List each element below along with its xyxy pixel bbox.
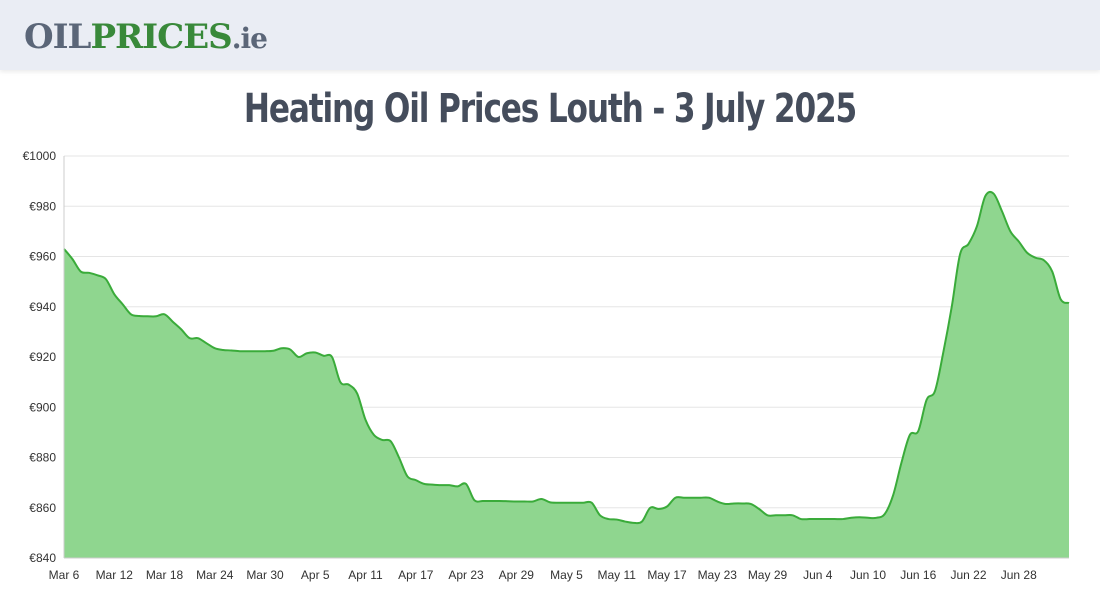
x-tick-label: Apr 5	[301, 568, 330, 582]
y-tick-label: €900	[29, 400, 56, 414]
x-axis-ticks: Mar 6 Mar 12 Mar 18 Mar 24 Mar 30 Apr 5 Apr 11…	[49, 568, 1037, 582]
y-axis-ticks: €840 €860 €880 €900 €920 €940 €960 €980 €1000	[23, 149, 57, 565]
x-tick-label: Apr 17	[398, 568, 434, 582]
x-tick-label: Jun 16	[900, 568, 936, 582]
x-tick-label: Apr 29	[499, 568, 535, 582]
y-tick-label: €960	[29, 250, 56, 264]
x-tick-label: Mar 30	[246, 568, 284, 582]
x-tick-label: Jun 28	[1001, 568, 1037, 582]
y-tick-label: €940	[29, 300, 56, 314]
price-line	[63, 190, 1070, 525]
x-tick-label: May 11	[598, 568, 637, 582]
logo-prices-text: PRICES	[90, 17, 232, 57]
y-tick-label: €880	[29, 451, 56, 465]
y-tick-label: €840	[29, 551, 56, 565]
y-tick-label: €1000	[23, 149, 57, 163]
x-tick-label: Jun 4	[803, 568, 833, 582]
y-tick-label: €920	[29, 350, 56, 364]
x-tick-label: Mar 6	[49, 568, 80, 582]
x-tick-label: Jun 22	[950, 568, 986, 582]
x-tick-label: May 23	[698, 568, 738, 582]
y-tick-label: €980	[29, 199, 56, 213]
logo-ie-text: .ie	[231, 22, 268, 55]
page-title: Heating Oil Prices Louth - 3 July 2025	[243, 86, 857, 132]
x-tick-label: May 5	[550, 568, 583, 582]
x-tick-label: Mar 18	[146, 568, 184, 582]
x-tick-label: Mar 12	[96, 568, 134, 582]
y-tick-label: €860	[29, 501, 56, 515]
site-logo[interactable]: OILPRICES.ie	[24, 14, 268, 62]
logo-oil-text: OIL	[24, 17, 91, 57]
x-tick-label: May 17	[647, 568, 687, 582]
price-area-fill	[64, 191, 1069, 558]
x-tick-label: Apr 11	[348, 568, 383, 582]
header-bar: OILPRICES.ie	[0, 0, 1100, 70]
x-tick-label: Mar 24	[196, 568, 234, 582]
x-tick-label: Jun 10	[850, 568, 886, 582]
x-tick-label: Apr 23	[448, 568, 484, 582]
x-tick-label: May 29	[748, 568, 788, 582]
